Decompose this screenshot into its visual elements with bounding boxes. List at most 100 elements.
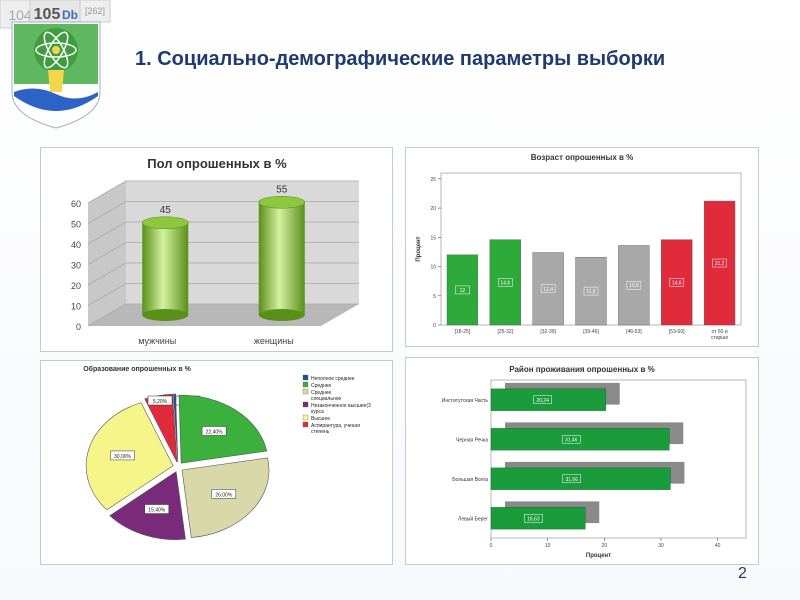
- cylinder-body: [142, 222, 189, 315]
- age-chart-panel: Возраст опрошенных в % 0 5 10 15 20 25 Процент 1…: [405, 147, 759, 347]
- chart-title: Возраст опрошенных в %: [531, 153, 634, 162]
- x-tick-label: [32-39]: [540, 329, 556, 335]
- x-axis-label: Процент: [586, 553, 611, 559]
- district-chart: Район проживания опрошенных в % 0 10 20 30 40…: [442, 365, 747, 559]
- data-label-box: [669, 278, 684, 287]
- data-label: 30,00%: [114, 454, 132, 460]
- x-tick-label: [46-53]: [626, 329, 642, 335]
- data-label-box: [147, 395, 173, 406]
- legend-label: курса: [311, 409, 324, 415]
- y-tick-label: 20: [71, 281, 81, 291]
- x-tick-label: мужчины: [138, 336, 176, 346]
- data-label-box: [201, 426, 227, 436]
- data-label-box: [712, 258, 727, 268]
- x-tick-label: [53-60]: [669, 329, 685, 335]
- x-tick-label: 0: [490, 543, 493, 549]
- age-bar: [532, 252, 564, 326]
- legend-swatch: [302, 401, 309, 408]
- y-tick-label: 0: [433, 323, 436, 329]
- x-tick-label: 10: [545, 543, 551, 549]
- x-tick-label: 20: [602, 543, 608, 549]
- y-tick-label: 10: [430, 265, 436, 271]
- logo-tile-105: 105: [34, 6, 61, 23]
- gridline: [87, 180, 359, 204]
- legend-label: Высшее: [311, 416, 330, 422]
- education-chart-panel: Образование опрошенных в %0,40%22,40%26,…: [40, 360, 393, 565]
- slide-title: 1. Социально-демографические параметры в…: [135, 48, 666, 70]
- district-bar: [490, 388, 606, 411]
- data-label: 5,20%: [153, 399, 168, 405]
- age-bar: [661, 239, 693, 326]
- data-label: 14,6: [500, 280, 510, 286]
- data-label: 13,6: [629, 283, 639, 289]
- legend-label: Неполное среднее: [311, 376, 355, 382]
- x-tick-label: [39-46]: [583, 329, 599, 335]
- data-label-box: [533, 395, 552, 404]
- data-label-box: [583, 286, 599, 296]
- data-label: 11,6: [586, 289, 596, 295]
- y-tick-label: 30: [71, 261, 81, 271]
- legend-swatch: [302, 381, 309, 388]
- data-label: 45: [160, 205, 172, 216]
- y-tick-label: 40: [71, 240, 81, 250]
- gender-chart: Пол опрошенных в % 0 10 20 30 40 50 60 45 мужчины…: [71, 156, 359, 346]
- data-label: 22,40%: [206, 429, 224, 435]
- y-tick-label: Институтская Часть: [442, 398, 489, 404]
- x-tick-label: женщины: [254, 336, 294, 346]
- x-tick-label: старше: [711, 335, 728, 341]
- cylinder-body: [258, 202, 305, 315]
- y-tick-label: 15: [430, 235, 436, 241]
- chart-title: Район проживания опрошенных в %: [509, 365, 655, 374]
- legend-swatch: [302, 374, 309, 381]
- age-bar: [446, 254, 479, 326]
- legend-label: Аспирантура, ученая: [311, 423, 360, 429]
- data-label-box: [110, 450, 135, 461]
- legend-label: специальное: [311, 396, 341, 402]
- district-chart-panel: Район проживания опрошенных в % 0 10 20 30 40…: [405, 357, 759, 565]
- data-label: 15,40%: [148, 508, 166, 514]
- district-bar: [490, 507, 586, 530]
- age-bar: [618, 245, 650, 326]
- data-label: 21,2: [715, 261, 725, 267]
- data-label-box: [561, 435, 581, 444]
- y-tick-label: Большая Волга: [452, 477, 488, 483]
- data-label: 20,24: [536, 398, 549, 404]
- cylinder-bottom: [258, 309, 305, 321]
- data-label-box: [455, 285, 470, 295]
- x-tick-label: [18-25]: [455, 329, 471, 335]
- city-logo: 104 105 Db [262]: [0, 0, 111, 129]
- data-label: 12,4: [543, 287, 553, 293]
- age-bar: [703, 200, 736, 326]
- data-label-box: [524, 514, 543, 523]
- x-tick-label: 30: [658, 543, 664, 549]
- age-bar: [489, 239, 521, 326]
- x-tick-label: от 60 и: [712, 329, 728, 335]
- data-label-box: [540, 284, 556, 294]
- age-bar: [575, 256, 607, 326]
- data-label-box: [626, 280, 642, 290]
- data-label: 55: [276, 184, 288, 195]
- y-tick-label: Левый Берег: [458, 515, 488, 522]
- logo-tile-104: 104: [8, 7, 32, 23]
- data-label-box: [562, 474, 581, 483]
- cylinder-bottom: [142, 309, 189, 321]
- cylinder-top: [141, 216, 189, 230]
- gender-chart-panel: Пол опрошенных в % 0 10 20 30 40 50 60 45 мужчины…: [40, 147, 393, 352]
- legend-label: Среднее: [311, 383, 332, 389]
- y-tick-label: 0: [76, 322, 81, 332]
- data-label-box: [211, 489, 237, 499]
- data-label: 14,6: [672, 280, 682, 286]
- chart-title: Образование опрошенных в %: [83, 365, 191, 373]
- y-tick-label: Черная Речка: [456, 437, 488, 443]
- cylinder-bar: [141, 216, 189, 321]
- page-number: 2: [738, 565, 747, 582]
- legend-swatch: [302, 421, 309, 428]
- age-chart: Возраст опрошенных в % 0 5 10 15 20 25 Процент 1…: [416, 153, 742, 341]
- y-tick-label: 50: [71, 220, 81, 230]
- y-tick-label: 25: [430, 177, 436, 183]
- pie-slice: [144, 393, 178, 463]
- data-label: 16,63: [527, 516, 540, 522]
- logo-tile-262: [262]: [85, 6, 105, 16]
- y-tick-label: 60: [71, 199, 81, 209]
- y-tick-label: 10: [71, 302, 81, 312]
